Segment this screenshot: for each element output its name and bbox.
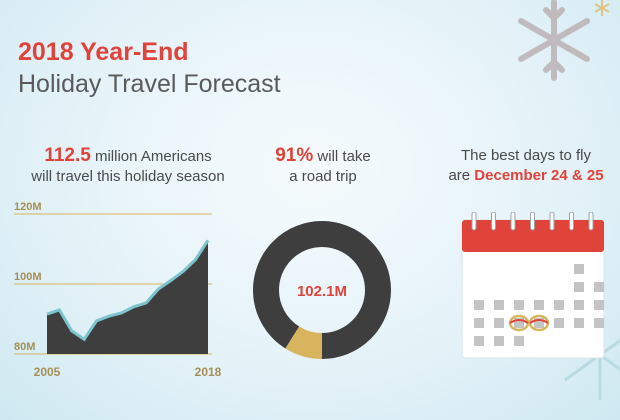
- y-tick-label: 120M: [14, 201, 42, 213]
- area-series: [47, 240, 208, 354]
- calendar-day: [594, 300, 604, 310]
- calendar-day: [514, 300, 524, 310]
- calendar-ring: [471, 212, 477, 231]
- calendar-day: [534, 318, 544, 328]
- travelers-text-1: million Americans: [90, 148, 212, 165]
- y-tick-label: 80M: [14, 341, 35, 353]
- calendar-day: [554, 300, 564, 310]
- road-trip-number: 91%: [275, 145, 314, 166]
- calendar-day: [514, 318, 524, 328]
- calendar-ring: [569, 212, 574, 231]
- road-trip-text-1: will take: [313, 148, 371, 165]
- calendar-day: [514, 336, 524, 346]
- best-days-prefix: are: [448, 167, 475, 184]
- road-trip-stat: 91% will take a road trip: [258, 146, 388, 187]
- calendar-day: [534, 300, 544, 310]
- calendar-day: [574, 282, 584, 292]
- travelers-stat: 112.5 million Americans will travel this…: [18, 146, 238, 187]
- calendar-day: [574, 264, 584, 274]
- donut-center-label: 102.1M: [297, 283, 347, 300]
- travel-area-chart: 120M 100M 80M 2005 2018: [14, 201, 222, 379]
- road-trip-text-2: a road trip: [289, 168, 357, 185]
- page-title: 2018 Year-End: [18, 38, 189, 66]
- area-series-line: [46, 239, 210, 342]
- calendar-day-mark: [529, 319, 549, 324]
- donut-slice: [253, 221, 391, 359]
- best-days-highlight: December 24 & 25: [474, 167, 604, 184]
- calendar-day: [574, 300, 584, 310]
- calendar-day: [474, 300, 484, 310]
- calendar-ring: [530, 212, 535, 231]
- travelers-number: 112.5: [44, 145, 91, 166]
- page-subtitle: Holiday Travel Forecast: [18, 70, 281, 98]
- calendar-day: [594, 318, 604, 328]
- y-tick-label: 100M: [14, 271, 42, 283]
- calendar-day: [494, 318, 504, 328]
- best-days-text-1: The best days to fly: [460, 147, 592, 164]
- calendar-ring: [588, 212, 594, 231]
- calendar-ring: [491, 212, 496, 231]
- calendar-day: [594, 282, 604, 292]
- best-days-stat: The best days to fly are December 24 & 2…: [432, 146, 620, 186]
- calendar-day: [494, 300, 504, 310]
- calendar-ring: [510, 212, 516, 231]
- calendar-ring: [549, 212, 555, 231]
- calendar-day-mark: [509, 319, 529, 324]
- calendar-day: [474, 318, 484, 328]
- x-tick-label: 2005: [34, 365, 61, 379]
- x-tick-label: 2018: [195, 365, 222, 379]
- road-trip-donut-chart: 102.1M: [253, 221, 391, 359]
- calendar-day: [574, 318, 584, 328]
- calendar-day: [474, 336, 484, 346]
- calendar-day: [554, 318, 564, 328]
- calendar-day: [494, 336, 504, 346]
- snowflake-icon: [518, 0, 610, 81]
- travelers-text-2: will travel this holiday season: [31, 168, 225, 185]
- calendar-icon: [461, 212, 605, 359]
